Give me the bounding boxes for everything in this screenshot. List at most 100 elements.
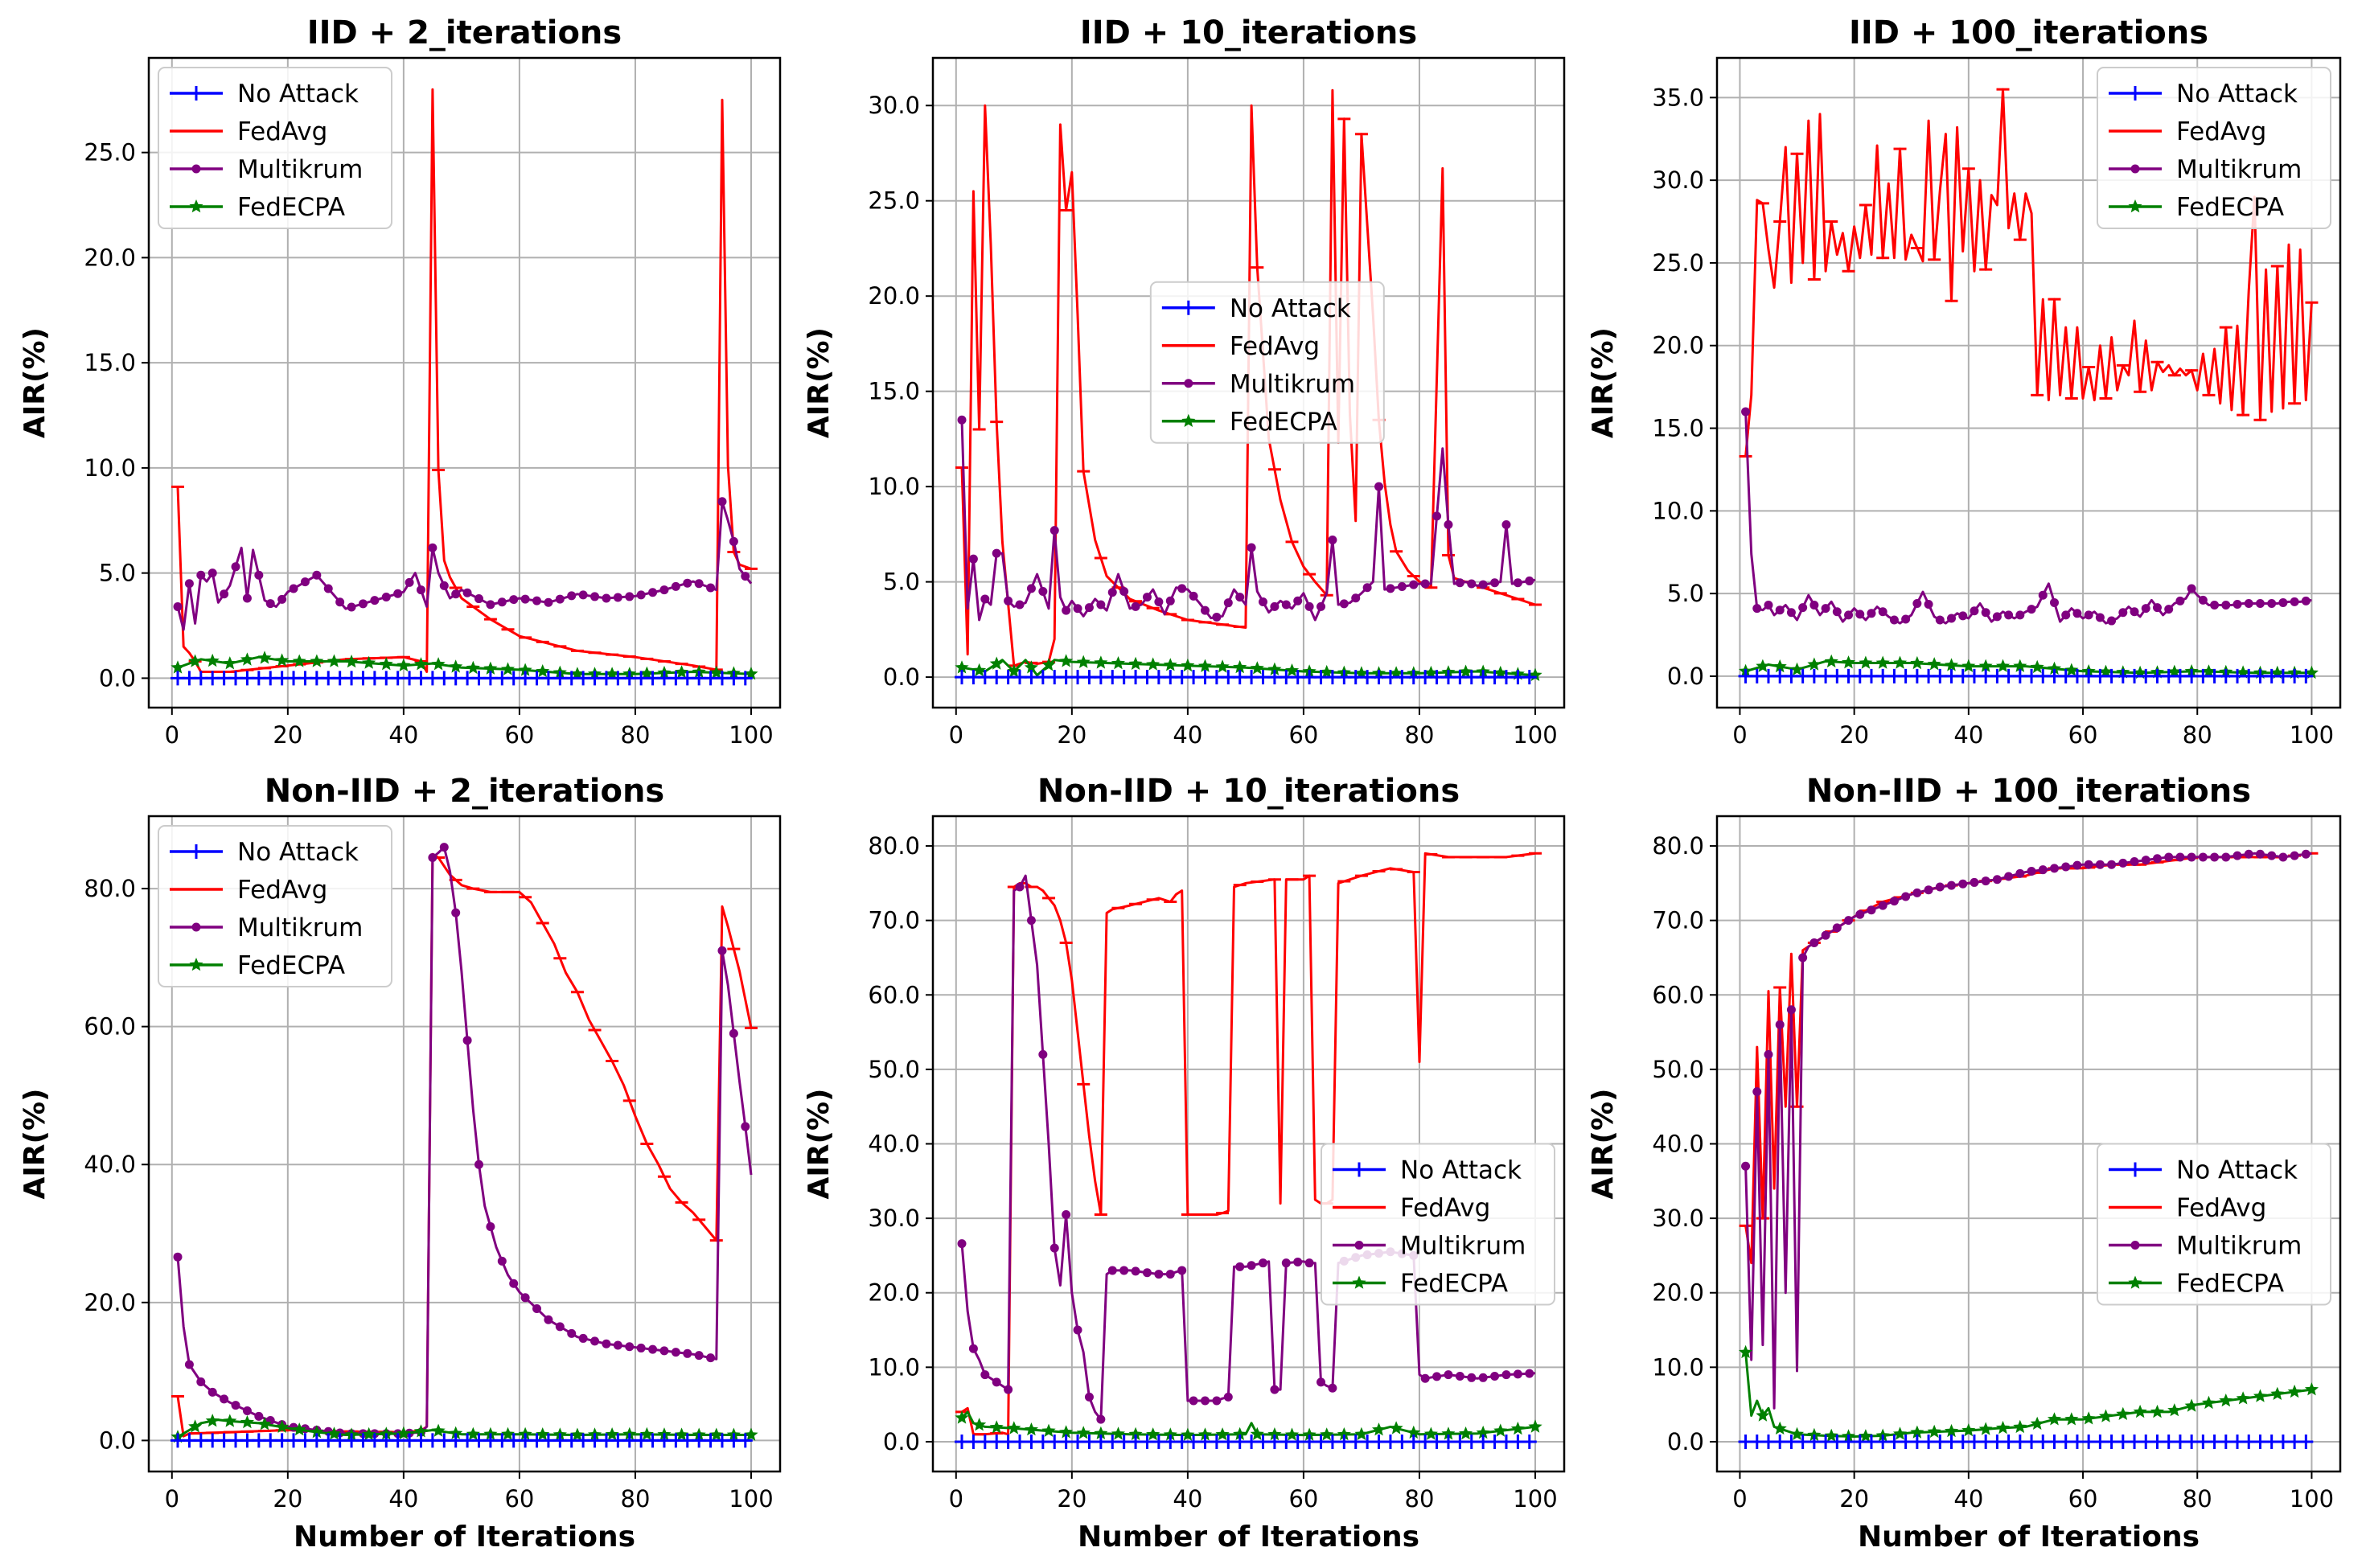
panel-1-multikrum-marker [220,589,229,599]
panel-5-fedecpa-marker [1285,1427,1300,1441]
y-tick-label: 40.0 [84,1151,136,1178]
legend-marker-multikrum [1184,379,1193,388]
panel-4-multikrum-marker [254,1411,264,1421]
panel-4-multikrum-marker [509,1279,519,1288]
panel-2-fedecpa-marker [1528,667,1542,681]
panel-6-multikrum-marker [1809,938,1819,947]
panel-3-multikrum-marker [2061,610,2071,620]
panel-5-multikrum-marker [992,1377,1001,1387]
x-tick-label: 20 [273,1485,302,1513]
panel-6-multikrum-marker [2301,849,2311,859]
panel-4-fedecpa-marker [240,1414,254,1429]
panel-6-multikrum-marker [1912,888,1922,897]
panel-3-fedecpa-marker [1790,662,1805,675]
panel-3-multikrum-marker [2038,590,2048,600]
legend-label-no-attack: No Attack [2176,80,2298,109]
panel-2-multikrum-marker [1386,584,1395,593]
panel-6-fedecpa-marker [2201,1395,2216,1410]
panel-6-fedecpa-marker [2219,1394,2233,1407]
panel-6-multikrum-marker [2107,860,2117,869]
y-tick-label: 10.0 [1652,497,1704,524]
panel-4-fedecpa-marker [449,1426,463,1439]
panel-6-no-attack-marker [2298,1434,2314,1449]
legend-label-multikrum: Multikrum [1230,370,1355,399]
panel-3-multikrum-markers [1741,407,2311,626]
x-tick-label: 60 [504,721,534,749]
panel-6: 0 20 40 60 80 100 0.0 10.0 20.0 30.0 40.0 50.0 60.0 7… [1587,773,2342,1554]
panel-3-fedecpa-marker [2167,664,2182,678]
panel-3-multikrum-marker [2175,596,2185,605]
panel-5-fedecpa-marker [1337,1427,1351,1441]
panel-6-fedecpa-marker [2150,1404,2164,1418]
y-tick-label: 20.0 [868,282,920,310]
panel-1-fedecpa-marker [396,658,411,671]
panel-4-fedecpa-marker [292,1422,306,1436]
panel-5-multikrum-marker [980,1370,990,1380]
panel-2-multikrum-marker [1038,586,1048,596]
panel-1-multikrum-marker [184,579,194,589]
panel-6-multikrum-marker [2027,867,2036,876]
legend-box [1321,1143,1555,1306]
panel-5-multikrum-marker [1131,1266,1140,1276]
panel-1-fedecpa-marker [362,655,376,669]
panel-4-title: Non-IID + 2_iterations [265,773,664,810]
panel-5-multikrum-marker [1177,1266,1187,1275]
panel-6-multikrum-marker [1924,885,1933,895]
panel-6-fedecpa-marker [1790,1426,1805,1440]
panel-6-multikrum-marker [2061,862,2071,872]
x-tick-label: 80 [621,721,651,749]
panel-6-multikrum-markers [1741,849,2311,1171]
panel-4-multikrum-marker [242,1406,252,1416]
panel-2-fedecpa-marker [1459,664,1473,678]
panel-6-fedecpa-marker [1739,1344,1753,1359]
panel-6-multikrum-marker [2164,852,2174,862]
panel-1-grid [149,58,780,708]
panel-4-fedecpa-marker [310,1425,324,1439]
legend-box [2097,67,2331,229]
panel-4-multikrum-marker [196,1377,206,1386]
legend-label-multikrum: Multikrum [2176,155,2302,184]
panel-6-multikrum-marker [1752,1087,1762,1097]
panel-2-multikrum-marker [1409,580,1419,589]
panel-5-multikrum-marker [1062,1209,1071,1219]
x-tick-label: 0 [1732,1485,1747,1513]
panel-6-multikrum-marker [2187,852,2196,862]
panel-5-multikrum-marker [968,1344,978,1353]
panel-6-fedecpa-marker [2167,1403,2182,1417]
panel-2-multikrum-marker [1316,601,1326,611]
panel-5-fedecpa-marker [1354,1426,1369,1440]
panel-1-multikrum-marker [717,497,727,507]
panel-3-title: IID + 100_iterations [1849,14,2208,51]
x-tick-label: 100 [1513,721,1557,749]
panel-4-fedecpa-marker [744,1427,758,1441]
panel-3-multikrum-marker [1752,604,1762,614]
panel-2-fedecpa-marker [1111,656,1125,670]
panel-5-multikrum-marker [1084,1392,1094,1402]
x-tick-label: 40 [388,721,418,749]
panel-5-multikrum-marker [1420,1373,1430,1383]
panel-4-multikrum-marker [555,1322,565,1332]
panel-6-fedecpa-marker [2116,1406,2130,1420]
panel-3-multikrum-marker [2210,601,2220,610]
panel-1-fedecpa-marker [292,654,306,667]
legend-marker-multikrum [191,164,201,174]
panel-2-multikrum-marker [968,554,978,564]
panel-1-multikrum-marker [451,589,461,599]
panel-3-multikrum-marker [2072,609,2082,618]
panel-5-fedecpa-marker [1111,1426,1125,1440]
panel-3-fedavg-markers [1739,88,2319,458]
panel-5-multikrum-marker [1096,1414,1106,1424]
x-tick-label: 60 [1288,721,1318,749]
panel-1-multikrum-marker [659,585,669,595]
panel-5-multikrum-marker [1467,1373,1477,1382]
x-tick-label: 0 [165,1485,179,1513]
legend-label-fedecpa: FedECPA [2176,1270,2284,1299]
panel-2-multikrum-marker [1501,520,1511,530]
panel-4-multikrum-marker [613,1340,622,1350]
panel-1-multikrum-marker [625,592,635,601]
panel-5-fedecpa-marker [1320,1427,1334,1441]
panel-5-fedecpa-marker [1528,1419,1542,1433]
y-tick-label: 80.0 [1652,832,1704,860]
panel-4-fedecpa-marker [327,1426,341,1440]
panel-3-multikrum-marker [2187,584,2196,593]
